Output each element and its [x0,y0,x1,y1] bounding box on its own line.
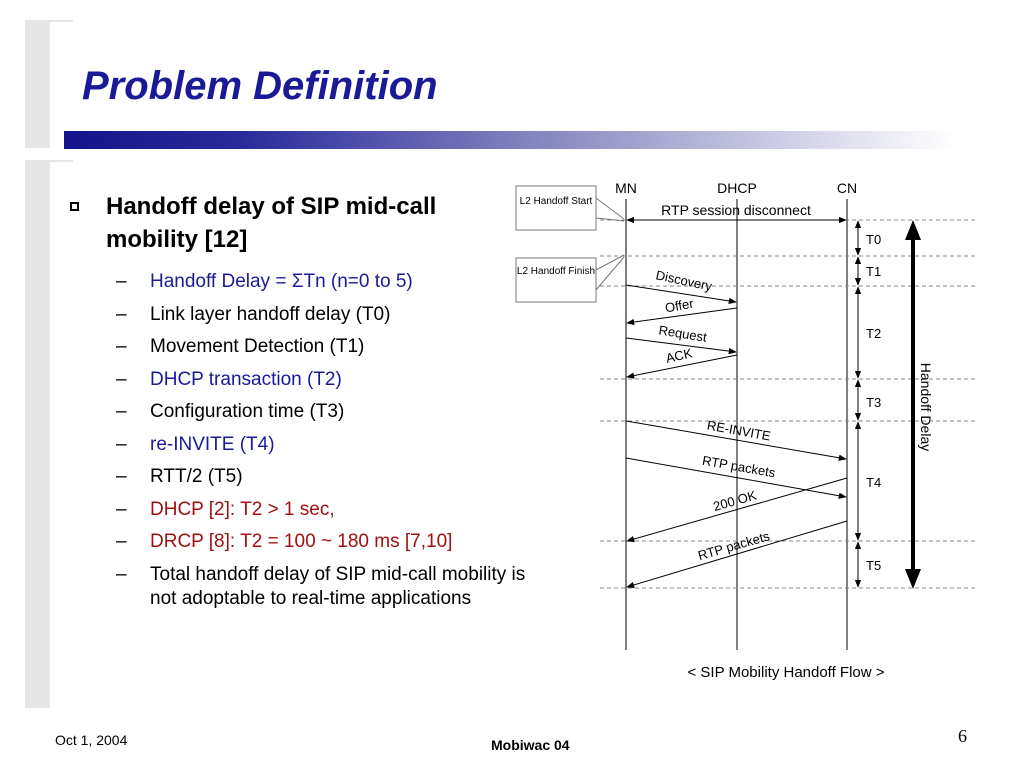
sub-bullet-text: Movement Detection (T1) [150,336,365,357]
200-ok-arrow [626,477,848,543]
sub-bullet: – Configuration time (T3) [60,400,530,424]
handoff-delay-label: Handoff Delay [918,363,934,451]
rtp-packets-return-arrow [626,520,848,588]
dash-icon: – [116,563,127,585]
rtp-packets-label: RTP packets [701,453,777,481]
discovery-arrow [625,284,737,305]
sub-bullet-text: DRCP [8]: T2 = 100 ~ 180 ms [7,10] [150,531,453,552]
dash-icon: – [116,271,127,292]
sub-bullet: – DRCP [8]: T2 = 100 ~ 180 ms [7,10] [60,530,530,554]
dash-icon: – [116,531,127,552]
entity-label-cn: CN [837,180,857,196]
title-gradient-bar [64,131,954,149]
interval-label-t0: T0 [866,232,881,247]
callout-pointer [595,256,625,291]
sub-bullet-list: – Handoff Delay = ΣTn (n=0 to 5) – Link la… [60,270,530,611]
sub-bullet-text: Handoff Delay = ΣTn (n=0 to 5) [150,271,413,292]
diagram-caption: < SIP Mobility Handoff Flow > [687,664,884,681]
discovery-label: Discovery [654,267,713,294]
sub-bullet: – Movement Detection (T1) [60,335,530,359]
footer-conference: Mobiwac 04 [491,737,570,753]
sub-bullet-text: RTT/2 (T5) [150,466,243,487]
interval-label-t3: T3 [866,395,881,410]
sub-bullet: – DHCP [2]: T2 > 1 sec, [60,498,530,522]
callout-pointer [595,254,625,271]
sub-bullet: – re-INVITE (T4) [60,433,530,457]
dash-icon: – [116,368,127,390]
left-deco-line-top [25,20,73,22]
entity-label-dhcp: DHCP [717,180,757,196]
sub-bullet-text: DHCP transaction (T2) [150,368,342,390]
dash-icon: – [116,336,127,357]
entity-label-mn: MN [615,180,637,196]
sub-bullet: – Link layer handoff delay (T0) [60,303,530,327]
slide-title: Problem Definition [82,64,438,108]
callout-box-l2-finish [515,257,597,303]
main-bullet-text: Handoff delay of SIP mid-call mobility [… [106,193,437,253]
dash-icon: – [116,303,127,325]
page-number: 6 [958,726,967,746]
rtp-packets-return-label: RTP packets [696,528,772,563]
handoff-delay-arrowhead-bottom [905,569,921,589]
callout-l2-start-label: L2 Handoff Start [520,196,593,207]
request-arrow [625,337,737,355]
dash-icon: – [116,401,127,422]
offer-arrow [626,307,738,326]
ack-arrow [626,354,738,379]
left-deco-bar-top [25,20,50,148]
interval-label-t2: T2 [866,326,881,341]
sub-bullet-text: Configuration time (T3) [150,401,345,422]
callout-pointer [595,217,625,222]
dash-icon: – [116,498,127,520]
re-invite-arrow [625,420,847,461]
dash-icon: – [116,466,127,487]
interval-label-t1: T1 [866,264,881,279]
callout-pointer [595,197,625,220]
footer-date: Oct 1, 2004 [55,732,128,748]
left-deco-bar-bottom [25,160,50,708]
ack-label: ACK [664,345,694,366]
main-bullet: Handoff delay of SIP mid-call mobility [… [60,190,530,256]
sub-bullet-text: DHCP [2]: T2 > 1 sec, [150,498,335,520]
sub-bullet-text: re-INVITE (T4) [150,433,275,455]
callout-l2-finish-label: L2 Handoff Finish [517,266,595,277]
interval-label-t4: T4 [866,475,881,490]
dash-icon: – [116,433,127,455]
rtp-packets-arrow [625,457,847,499]
sub-bullet: – RTT/2 (T5) [60,465,530,489]
sub-bullet: – DHCP transaction (T2) [60,368,530,392]
bullet-list: Handoff delay of SIP mid-call mobility [… [60,190,530,619]
sub-bullet: – Handoff Delay = ΣTn (n=0 to 5) [60,270,530,294]
left-deco-line-bottom [25,160,73,162]
request-label: Request [658,322,709,344]
handoff-delay-arrowhead-top [905,220,921,240]
sub-bullet-text: Link layer handoff delay (T0) [150,303,391,325]
rtp-session-disconnect-label: RTP session disconnect [661,202,811,218]
offer-label: Offer [664,296,695,316]
sub-bullet-text: Total handoff delay of SIP mid-call mobi… [150,563,526,609]
callout-box-l2-start [515,185,597,231]
sub-bullet: – Total handoff delay of SIP mid-call mob… [60,563,530,611]
square-bullet-icon [70,202,79,211]
interval-label-t5: T5 [866,558,881,573]
